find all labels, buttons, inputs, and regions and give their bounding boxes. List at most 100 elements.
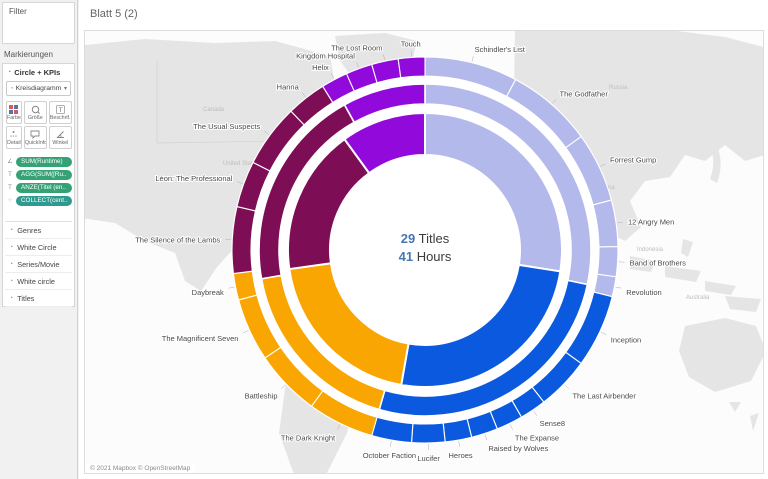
title-label: The Dark Knight — [281, 433, 336, 442]
label-leader-line — [617, 221, 624, 224]
landmass — [750, 413, 759, 431]
field-pill[interactable]: SUM(Runtime) — [16, 156, 72, 167]
title-segment[interactable] — [232, 270, 258, 301]
pill-shelf-icon: T — [8, 171, 12, 178]
label-leader-line — [242, 330, 249, 334]
label-leader-line — [383, 54, 385, 61]
marks-pills: ∠ SUM(Runtime) T AGG(SUM([Ru.. T ANZE(Titel (… — [6, 155, 72, 207]
layer-cards: ◔ Genres ◔ White Circle ◔ Series/Movie ◔ White … — [5, 221, 72, 307]
layer-mark-icon: ◔ — [9, 243, 14, 251]
title-label: The Godfather — [559, 89, 608, 98]
title-label: Revolution — [626, 288, 661, 297]
title-label: The Expanse — [515, 433, 559, 442]
detail-icon — [9, 130, 18, 139]
kpi-text: 29 Titles — [401, 231, 450, 246]
title-label: Schindler's List — [475, 45, 526, 54]
field-pill[interactable]: COLLECT(cent.. — [16, 195, 72, 206]
chevron-down-icon: ▾ — [63, 86, 67, 92]
title-label: The Usual Suspects — [193, 122, 260, 131]
layer-card-white-circle[interactable]: ◔ White Circle — [5, 239, 72, 256]
label-leader-line — [484, 434, 488, 441]
country-border — [156, 61, 282, 144]
title-label: Touch — [401, 39, 421, 48]
marks-button-detail[interactable]: Detail — [6, 126, 22, 149]
map-country-label: Indonesia — [637, 247, 664, 253]
layer-card-genres[interactable]: ◔ Genres — [5, 222, 72, 239]
mark-type-dropdown[interactable]: ◔ Kreisdiagramm ▾ — [6, 81, 71, 96]
landmass — [681, 239, 693, 257]
label-leader-line — [236, 181, 243, 184]
marks-card-title: Circle + KPIs — [14, 68, 61, 77]
title-segment[interactable] — [397, 56, 426, 79]
layer-mark-icon: ◔ — [9, 260, 14, 268]
layer-mark-icon: ◔ — [9, 294, 14, 302]
sheet-title: Blatt 5 (2) — [90, 8, 138, 20]
layer-card-white-circle[interactable]: ◔ White circle — [5, 273, 72, 290]
landmass — [679, 318, 763, 392]
layer-mark-icon: ◔ — [9, 277, 14, 285]
title-label: 12 Angry Men — [628, 217, 674, 226]
label-leader-line — [564, 384, 570, 390]
title-label: Daybreak — [192, 288, 224, 297]
title-segment[interactable] — [442, 418, 473, 443]
label-leader-line — [615, 286, 622, 289]
title-label: October Faction — [363, 451, 416, 460]
map-country-label: Australia — [686, 295, 710, 301]
title-label: Heroes — [449, 451, 473, 460]
size-icon — [31, 105, 40, 114]
title-label: The Lost Room — [331, 43, 382, 52]
inner-ring-segment-purple[interactable] — [343, 112, 426, 175]
kpi-text: 41 Hours — [399, 249, 452, 264]
label-leader-line — [533, 410, 538, 416]
title-segment[interactable] — [596, 246, 619, 278]
middle-ring-segment-purple[interactable] — [343, 83, 426, 124]
sidebar: Filter Markierungen ◔ Circle + KPIs ◔ Kr… — [0, 0, 78, 479]
landmass — [701, 129, 721, 183]
marks-card-header[interactable]: ◔ Circle + KPIs — [5, 67, 72, 81]
title-label: The Last Airbender — [572, 391, 636, 400]
title-label: Hanna — [277, 82, 300, 91]
title-label: The Silence of the Lambs — [135, 235, 220, 244]
map-attribution[interactable]: © 2021 Mapbox © OpenStreetMap — [85, 464, 196, 473]
angle-icon — [56, 130, 65, 139]
tooltip-icon — [30, 130, 40, 139]
pill-shelf-icon: T — [8, 184, 12, 191]
title-label: Battleship — [245, 391, 278, 400]
field-pill[interactable]: AGG(SUM([Ru.. — [16, 169, 72, 180]
marks-shelf-label: Markierungen — [4, 50, 53, 59]
marks-button-quickinfo[interactable]: QuickInfo — [23, 126, 47, 149]
landmass — [85, 39, 335, 291]
landmass — [725, 296, 761, 312]
mark-type-value: Kreisdiagramm — [15, 85, 62, 92]
label-leader-line — [337, 424, 341, 430]
map-country-label: Canada — [203, 107, 225, 113]
title-label: Helix — [312, 63, 329, 72]
title-label: Raised by Wolves — [488, 444, 548, 453]
title-label: Band of Brothers — [630, 259, 687, 268]
filter-shelf-title: Filter — [9, 7, 27, 16]
marks-button-gre[interactable]: Größe — [23, 101, 47, 124]
title-label: Forrest Gump — [610, 156, 656, 165]
filter-shelf[interactable]: Filter — [2, 2, 75, 44]
label-leader-line — [280, 384, 286, 390]
marks-button-winkel[interactable]: Winkel — [48, 126, 72, 149]
label-leader-line — [599, 163, 606, 167]
label-icon: T — [55, 104, 65, 114]
color-icon — [9, 104, 19, 114]
label-leader-line — [471, 55, 474, 62]
layer-card-titles[interactable]: ◔ Titles — [5, 290, 72, 307]
title-label: Inception — [611, 336, 641, 345]
label-leader-line — [509, 424, 513, 430]
landmass — [630, 256, 656, 272]
landmass — [729, 402, 741, 412]
circle-mark-icon: ◔ — [7, 69, 12, 76]
layer-card-series-movie[interactable]: ◔ Series/Movie — [5, 256, 72, 273]
marks-button-farbe[interactable]: Farbe — [6, 101, 22, 124]
field-pill[interactable]: ANZE(Titel (en.. — [16, 182, 72, 193]
title-segment[interactable] — [410, 422, 446, 444]
